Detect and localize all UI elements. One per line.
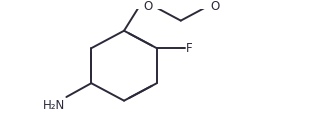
Text: F: F [186,42,193,55]
Text: H₂N: H₂N [42,99,65,112]
Text: O: O [211,0,220,13]
Text: O: O [143,0,152,13]
